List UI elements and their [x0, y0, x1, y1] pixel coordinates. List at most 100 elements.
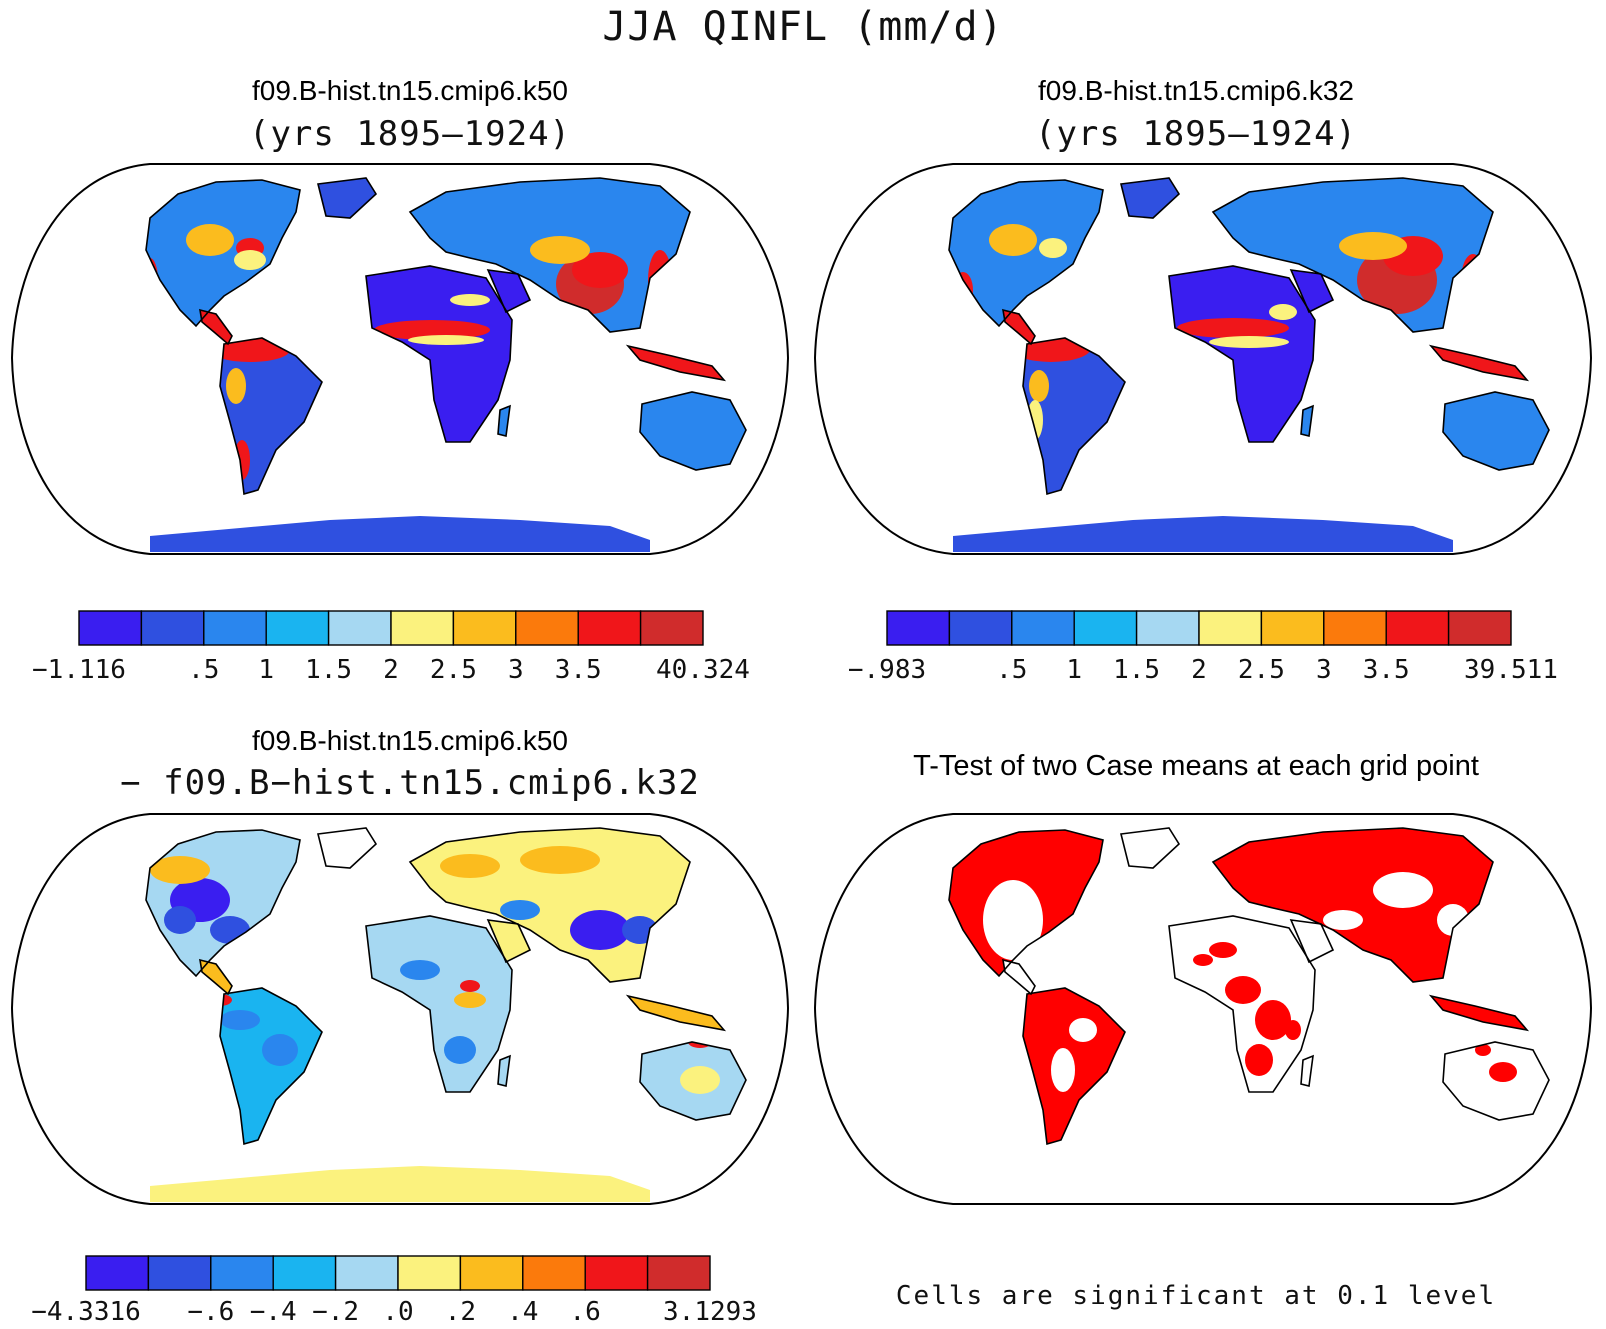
field-patch — [1255, 1000, 1291, 1040]
field-patch — [572, 252, 628, 288]
panel-k32-title: f09.B-hist.tn15.cmip6.k32 — [1038, 75, 1354, 106]
landmass-antarctica — [150, 516, 650, 552]
coastline — [145, 179, 301, 328]
field-patch — [374, 320, 490, 340]
field-patch — [220, 1010, 260, 1030]
field-patch — [1027, 400, 1043, 440]
field-patch — [1269, 304, 1297, 320]
colorbar-tick-label: 40.324 — [656, 655, 750, 685]
coastline — [1442, 391, 1550, 471]
colorbar-tick-label: 2.5 — [1237, 655, 1285, 685]
coastline — [1120, 827, 1181, 869]
field-patch — [262, 1034, 298, 1066]
colorbar-swatch — [577, 610, 642, 646]
colorbar-swatch — [522, 1255, 586, 1291]
colorbar-tick-label: .2 — [444, 1297, 477, 1327]
field-patch — [210, 916, 250, 944]
field-patch — [520, 846, 600, 874]
coastline — [497, 1054, 511, 1087]
colorbar-swatch — [203, 610, 267, 646]
coastline — [639, 391, 747, 471]
coastline — [219, 987, 323, 1146]
colorbar-swatch — [1135, 610, 1200, 646]
field-patch — [146, 258, 158, 302]
colorbar-swatch — [1447, 610, 1512, 646]
field-patch — [150, 856, 210, 884]
colorbar-tick-label: .6 — [569, 1297, 601, 1327]
field-patch — [622, 916, 658, 944]
colorbar-tick-label: 1 — [1066, 655, 1083, 685]
coastline — [1120, 177, 1181, 219]
colorbar-swatch — [390, 610, 455, 646]
coastline — [1168, 915, 1316, 1093]
field-patch — [1225, 976, 1261, 1004]
landmass-africa — [366, 266, 512, 442]
coastline — [625, 344, 727, 382]
field-patch — [210, 338, 290, 362]
panel-ttest-title: T-Test of two Case means at each grid po… — [913, 750, 1479, 782]
coastline — [497, 404, 511, 437]
field-patch — [1461, 254, 1485, 306]
coastline — [365, 265, 513, 443]
colorbar-tick-label: .4 — [507, 1297, 539, 1327]
colorbar-swatch — [1385, 610, 1450, 646]
field-patch — [1245, 1044, 1273, 1076]
coastline — [145, 829, 301, 978]
panel-k50-title: f09.B-hist.tn15.cmip6.k50 — [252, 75, 568, 106]
field-patch — [440, 854, 500, 878]
colorbar-tick-label: 3 — [507, 655, 524, 685]
field-patch — [1029, 370, 1049, 402]
colorbar-swatch — [948, 610, 1013, 646]
colorbar-swatch — [397, 1255, 462, 1291]
coastline — [625, 994, 727, 1032]
landmass-centralAmerica — [1003, 310, 1035, 344]
landmass-eurasia — [1213, 828, 1493, 982]
coastline — [1428, 344, 1530, 382]
coastline — [317, 827, 378, 869]
colorbar-tick-label: 2 — [1191, 655, 1207, 685]
colorbar-tick-label: .5 — [188, 655, 220, 685]
colorbar-tick-label: 1 — [258, 655, 275, 685]
colorbar-swatch — [1260, 610, 1325, 646]
field-patch — [1209, 942, 1237, 958]
coastline — [1289, 919, 1335, 964]
colorbar-swatch — [327, 610, 392, 646]
field-patch — [1489, 1062, 1517, 1082]
field-patch — [530, 236, 590, 264]
colorbar-swatch — [584, 1255, 649, 1291]
coastline — [365, 915, 513, 1093]
field-patch — [1069, 1018, 1097, 1042]
field-patch — [1475, 1044, 1491, 1056]
colorbar-k32 — [886, 610, 1512, 646]
colorbar-swatch — [140, 610, 205, 646]
colorbar-tick-label: −4.3316 — [31, 1297, 141, 1327]
coastline — [486, 919, 532, 964]
colorbar-swatch — [265, 610, 330, 646]
colorbar-tick-label: 1.5 — [1113, 655, 1161, 685]
colorbar-tick-label: 2.5 — [429, 655, 477, 685]
map-panel-ttest — [813, 813, 1593, 1205]
field-patch — [444, 1036, 476, 1064]
colorbar-tick-label: 3.5 — [1362, 655, 1410, 685]
landmass-arabia — [488, 920, 530, 962]
colorbar-tick-label: 3.5 — [554, 655, 602, 685]
field-patch — [1481, 380, 1505, 392]
coastline — [1022, 337, 1126, 496]
colorbar-swatch — [639, 610, 704, 646]
field-patch — [186, 224, 234, 256]
map-panel-k50 — [10, 163, 790, 555]
map-frame — [10, 813, 790, 1205]
colorbar-tick-label: −.2 — [312, 1297, 360, 1327]
colorbar-swatch — [272, 1255, 337, 1291]
field-patch — [1323, 910, 1363, 930]
panel-diff-title: f09.B-hist.tn15.cmip6.k50 — [252, 725, 568, 756]
figure-title: JJA QINFL (mm/d) — [602, 4, 1004, 50]
field-patch — [680, 1066, 720, 1094]
landmass-greenland — [1121, 178, 1179, 218]
colorbar-k50 — [78, 610, 704, 646]
landmass-antarctica — [150, 1166, 650, 1202]
colorbar-swatch — [210, 1255, 274, 1291]
colorbar-swatch — [1011, 610, 1075, 646]
panel-diff-subtitle: − f09.B−hist.tn15.cmip6.k32 — [120, 763, 700, 803]
colorbar-tick-label: −1.116 — [32, 655, 126, 685]
